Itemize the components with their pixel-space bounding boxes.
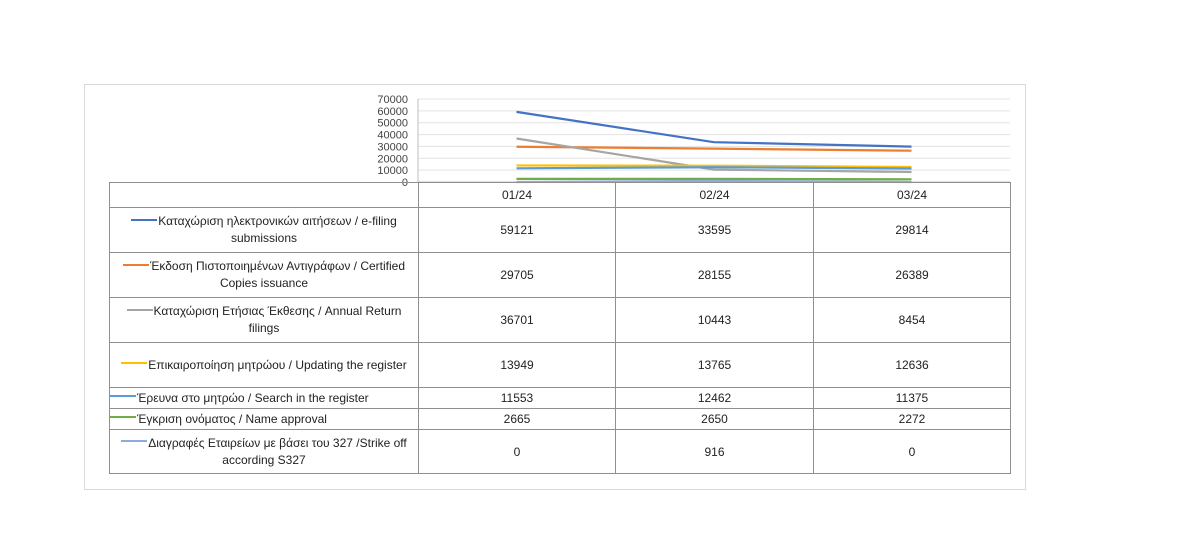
y-tick-label: 60000 [377, 106, 408, 118]
data-label: 26389 [813, 252, 1011, 298]
data-label: 0 [418, 429, 616, 474]
legend-key-line [122, 263, 149, 266]
data-label: 28155 [615, 252, 814, 298]
y-tick-label: 20000 [377, 153, 408, 165]
data-label: 11553 [418, 387, 616, 409]
data-label: 12462 [615, 387, 814, 409]
series-line-6 [516, 179, 912, 184]
data-label: 29705 [418, 252, 616, 298]
series-line-2 [516, 137, 912, 174]
y-tick-label: 30000 [377, 141, 408, 153]
table-body: Καταχώριση ηλεκτρονικών αιτήσεων / e-fil… [109, 207, 1011, 474]
series-name: Έκδοση Πιστοποιημένων Αντιγράφων / Certi… [149, 259, 406, 290]
series-name: Επικαιροποίηση μητρώου / Updating the re… [148, 357, 407, 372]
series-legend-cell: Καταχώριση ηλεκτρονικών αιτήσεων / e-fil… [109, 207, 419, 253]
series-legend-cell: Έκδοση Πιστοποιημένων Αντιγράφων / Certi… [109, 252, 419, 298]
data-label: 916 [615, 429, 814, 474]
table-row: Έρευνα στο μητρώο / Search in the regist… [109, 387, 1011, 409]
table-row: Επικαιροποίηση μητρώου / Updating the re… [109, 342, 1011, 388]
series-line-0 [516, 110, 912, 148]
table-row: Καταχώριση ηλεκτρονικών αιτήσεων / e-fil… [109, 207, 1011, 253]
table-row: Έγκριση ονόματος / Name approval 2665 2650… [109, 408, 1011, 430]
data-label: 2650 [615, 408, 814, 430]
category-label: 03/24 [813, 182, 1011, 208]
series-legend-cell: Έγκριση ονόματος / Name approval [109, 408, 419, 430]
series-name: Έρευνα στο μητρώο / Search in the regist… [137, 390, 369, 405]
data-label: 10443 [615, 297, 814, 343]
series-legend-cell: Καταχώριση Ετήσιας Έκθεσης / Annual Retu… [109, 297, 419, 343]
series-name: Έγκριση ονόματος / Name approval [137, 411, 327, 426]
data-label: 2665 [418, 408, 616, 430]
series-name: Καταχώριση ηλεκτρονικών αιτήσεων / e-fil… [158, 214, 397, 245]
data-label: 11375 [813, 387, 1011, 409]
series-legend-cell: Επικαιροποίηση μητρώου / Updating the re… [109, 342, 419, 388]
series-legend-cell: Έρευνα στο μητρώο / Search in the regist… [109, 387, 419, 409]
y-tick-label: 10000 [377, 165, 408, 177]
legend-key-line [121, 440, 148, 443]
table-corner [109, 182, 419, 208]
category-header-row: 01/24 02/24 03/24 [109, 182, 1011, 208]
data-label: 59121 [418, 207, 616, 253]
series-name: Διαγραφές Εταιρείων με βάσει του 327 /St… [148, 435, 407, 467]
data-label: 8454 [813, 297, 1011, 343]
data-label: 12636 [813, 342, 1011, 388]
legend-key-line [110, 395, 136, 398]
series-line-4 [516, 166, 912, 170]
table-row: Έκδοση Πιστοποιημένων Αντιγράφων / Certi… [109, 252, 1011, 298]
series-lines [516, 110, 912, 184]
series-line-1 [516, 145, 912, 152]
data-table: 01/24 02/24 03/24 Καταχώριση ηλεκτρονικών … [109, 182, 1011, 474]
data-label: 13765 [615, 342, 814, 388]
table-row: Διαγραφές Εταιρείων με βάσει του 327 /St… [109, 429, 1011, 474]
data-label: 33595 [615, 207, 814, 253]
legend-key-line [126, 308, 153, 311]
legend-key-line [110, 416, 136, 419]
data-label: 29814 [813, 207, 1011, 253]
table-row: Καταχώριση Ετήσιας Έκθεσης / Annual Retu… [109, 297, 1011, 343]
series-legend-cell: Διαγραφές Εταιρείων με βάσει του 327 /St… [109, 429, 419, 474]
series-name: Καταχώριση Ετήσιας Έκθεσης / Annual Retu… [153, 304, 402, 335]
data-label: 2272 [813, 408, 1011, 430]
legend-key-line [121, 362, 148, 365]
y-tick-label: 40000 [377, 130, 408, 142]
series-line-3 [516, 164, 912, 169]
data-label: 0 [813, 429, 1011, 474]
legend-key-line [131, 218, 158, 221]
category-label: 01/24 [418, 182, 616, 208]
category-label: 02/24 [615, 182, 814, 208]
data-label: 36701 [418, 297, 616, 343]
y-tick-label: 70000 [377, 94, 408, 106]
y-tick-label: 50000 [377, 118, 408, 130]
data-label: 13949 [418, 342, 616, 388]
